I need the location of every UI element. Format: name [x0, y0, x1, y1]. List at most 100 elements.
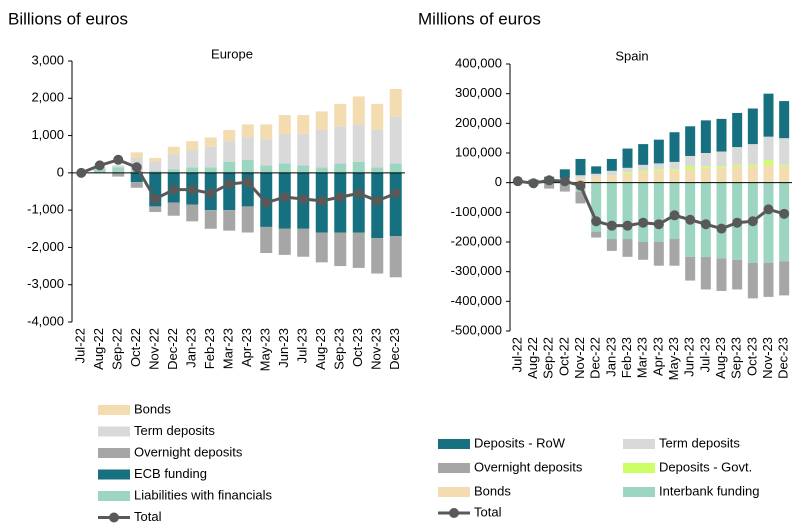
bar-segment — [260, 226, 273, 254]
bar-segment — [278, 133, 291, 164]
total-marker — [390, 188, 401, 199]
bar-segment — [622, 172, 633, 174]
legend-swatch — [438, 439, 470, 449]
bar-segment — [389, 172, 402, 237]
bar-segment — [716, 167, 727, 183]
bar-segment — [763, 262, 774, 297]
y-tick-label: 300,000 — [455, 85, 502, 100]
y-tick-label: -3,000 — [27, 276, 64, 291]
bar-segment — [700, 256, 711, 290]
x-tick-label: Jul-22 — [73, 328, 88, 363]
bar-segment — [260, 139, 273, 166]
bar-segment — [371, 238, 384, 274]
bar-segment — [352, 124, 365, 162]
total-marker — [512, 176, 523, 187]
bar-segment — [204, 146, 217, 168]
y-tick-label: -500,000 — [451, 322, 502, 337]
bar-segment — [241, 137, 254, 160]
y-tick-label: 0 — [57, 164, 64, 179]
bar-segment — [669, 239, 680, 266]
bar-segment — [352, 172, 365, 233]
x-tick-label: Sep-23 — [332, 328, 347, 370]
x-tick-label: May-23 — [666, 337, 681, 380]
y-tick-label: -4,000 — [27, 313, 64, 328]
bar-segment — [241, 206, 254, 233]
total-marker — [732, 217, 743, 228]
bar-segment — [575, 178, 586, 183]
total-marker — [685, 214, 696, 225]
bar-segment — [149, 170, 162, 173]
bar-segment — [204, 210, 217, 229]
bar-segment — [669, 170, 680, 183]
x-tick-label: Aug-22 — [525, 337, 540, 379]
legend-label: Interbank funding — [659, 483, 759, 498]
bar-segment — [186, 141, 199, 151]
legend-swatch — [623, 463, 655, 473]
bar-segment — [204, 137, 217, 147]
bar-segment — [653, 139, 664, 164]
total-marker — [622, 220, 633, 231]
x-tick-label: Apr-23 — [239, 328, 254, 367]
legend-swatch — [438, 463, 470, 473]
bar-segment — [260, 124, 273, 140]
total-marker — [76, 167, 87, 178]
legend-label: Term deposits — [134, 423, 215, 438]
bar-segment — [685, 169, 696, 183]
bar-segment — [315, 232, 328, 263]
bar-segment — [186, 167, 199, 173]
bar-segment — [223, 129, 236, 142]
total-marker — [316, 195, 327, 206]
bar-segment — [167, 154, 180, 170]
bar-segment — [352, 232, 365, 268]
legend-label: Total — [474, 504, 502, 519]
bar-segment — [591, 231, 602, 238]
y-tick-label: -100,000 — [451, 204, 502, 219]
bar-segment — [747, 108, 758, 145]
x-tick-label: Sep-22 — [541, 337, 556, 379]
bar-segment — [315, 111, 328, 130]
bar-segment — [732, 164, 743, 167]
total-marker — [242, 177, 253, 188]
legend-label: Bonds — [474, 483, 511, 498]
bar-segment — [352, 161, 365, 173]
bar-segment — [112, 167, 125, 173]
bar-segment — [112, 172, 125, 177]
legend-swatch — [98, 405, 130, 415]
bar-segment — [149, 157, 162, 162]
bar-segment — [638, 182, 649, 242]
total-marker — [168, 184, 179, 195]
bar-segment — [315, 167, 328, 173]
bar-segment — [575, 158, 586, 176]
bar-segment — [297, 133, 310, 166]
y-tick-label: -300,000 — [451, 263, 502, 278]
total-marker — [638, 217, 649, 228]
bar-segment — [352, 96, 365, 125]
legend-swatch — [98, 426, 130, 437]
x-tick-label: Sep-22 — [110, 328, 125, 370]
bar-segment — [763, 160, 774, 165]
x-tick-label: Feb-23 — [619, 337, 634, 378]
chart-title: Europe — [211, 46, 253, 61]
bar-segment — [575, 191, 586, 204]
bar-segment — [278, 115, 291, 134]
bar-segment — [779, 138, 790, 165]
bar-segment — [389, 116, 402, 164]
x-tick-label: Feb-23 — [202, 328, 217, 369]
bar-segment — [334, 126, 347, 164]
bar-segment — [559, 169, 570, 179]
bar-segment — [186, 204, 199, 222]
bar-segment — [779, 261, 790, 296]
bar-segment — [653, 169, 664, 171]
bar-segment — [606, 175, 617, 183]
bar-segment — [389, 88, 402, 117]
bar-segment — [685, 155, 696, 167]
bar-segment — [371, 167, 384, 173]
legend-label: Liabilities with financials — [134, 487, 273, 502]
bar-segment — [297, 228, 310, 257]
legend-label: ECB funding — [134, 466, 207, 481]
total-marker — [700, 219, 711, 230]
x-tick-label: May-23 — [258, 328, 273, 371]
legend-label: Total — [134, 509, 162, 524]
bar-segment — [223, 172, 236, 211]
